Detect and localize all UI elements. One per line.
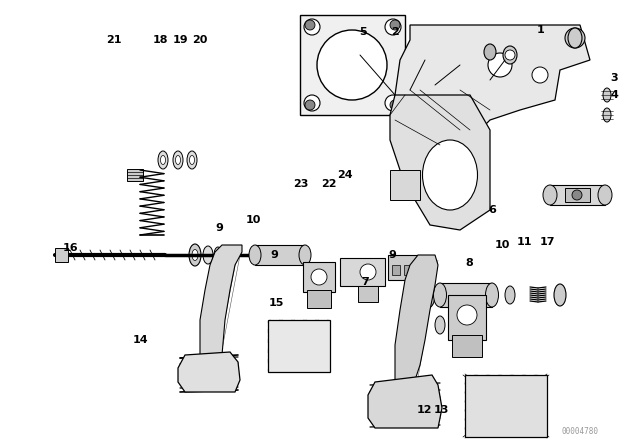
Bar: [303, 262, 335, 292]
Circle shape: [565, 28, 585, 48]
Ellipse shape: [422, 140, 477, 210]
Polygon shape: [390, 95, 490, 230]
Text: 10: 10: [494, 240, 509, 250]
Text: 22: 22: [321, 179, 337, 189]
Bar: [388, 255, 418, 280]
Polygon shape: [127, 169, 143, 181]
Circle shape: [505, 50, 515, 60]
Text: 12: 12: [416, 405, 432, 415]
Text: 2: 2: [391, 27, 399, 37]
Circle shape: [304, 95, 320, 111]
Polygon shape: [200, 245, 242, 365]
Bar: [340, 258, 385, 286]
Circle shape: [360, 264, 376, 280]
Ellipse shape: [192, 250, 198, 260]
Text: 6: 6: [488, 205, 496, 215]
Circle shape: [311, 269, 327, 285]
Polygon shape: [55, 248, 68, 262]
Ellipse shape: [603, 108, 611, 122]
Text: 4: 4: [610, 90, 618, 100]
Polygon shape: [390, 170, 420, 200]
Ellipse shape: [158, 151, 168, 169]
Ellipse shape: [249, 245, 261, 265]
Bar: [255, 245, 305, 265]
Ellipse shape: [484, 44, 496, 60]
Circle shape: [488, 53, 512, 77]
Polygon shape: [178, 352, 240, 392]
Text: 24: 24: [337, 170, 353, 180]
Ellipse shape: [598, 185, 612, 205]
Circle shape: [385, 19, 401, 35]
Text: 13: 13: [433, 405, 449, 415]
Circle shape: [532, 67, 548, 83]
Text: 19: 19: [173, 35, 189, 45]
Text: 15: 15: [268, 298, 284, 308]
Text: 18: 18: [152, 35, 168, 45]
Bar: [358, 286, 378, 302]
Polygon shape: [395, 25, 590, 145]
Bar: [300, 15, 405, 115]
Bar: [465, 375, 547, 437]
Circle shape: [457, 305, 477, 325]
Bar: [440, 283, 492, 307]
Text: 20: 20: [192, 35, 208, 45]
Polygon shape: [368, 375, 442, 428]
Ellipse shape: [203, 246, 213, 264]
Ellipse shape: [503, 46, 517, 64]
Bar: [268, 320, 330, 372]
Circle shape: [304, 19, 320, 35]
Ellipse shape: [603, 88, 611, 102]
Ellipse shape: [161, 155, 166, 164]
Ellipse shape: [543, 185, 557, 205]
Ellipse shape: [486, 283, 499, 307]
Ellipse shape: [299, 245, 311, 265]
Ellipse shape: [421, 282, 435, 308]
Text: 23: 23: [293, 179, 308, 189]
Text: 17: 17: [540, 237, 555, 247]
Text: 21: 21: [106, 35, 122, 45]
Bar: [307, 290, 331, 308]
Text: 9: 9: [270, 250, 278, 260]
Ellipse shape: [175, 155, 180, 164]
Ellipse shape: [424, 289, 431, 302]
Circle shape: [305, 100, 315, 110]
Text: 3: 3: [610, 73, 618, 83]
Text: 10: 10: [245, 215, 260, 225]
Circle shape: [317, 30, 387, 100]
Text: 5: 5: [359, 27, 367, 37]
Text: 1: 1: [537, 25, 545, 35]
Text: 9: 9: [215, 223, 223, 233]
Ellipse shape: [189, 155, 195, 164]
Circle shape: [572, 190, 582, 200]
Polygon shape: [395, 255, 438, 385]
Bar: [404, 265, 412, 275]
Bar: [452, 335, 482, 357]
Text: 11: 11: [516, 237, 532, 247]
Ellipse shape: [187, 151, 197, 169]
Text: 00004780: 00004780: [561, 427, 598, 436]
Ellipse shape: [554, 284, 566, 306]
Ellipse shape: [435, 316, 445, 334]
Ellipse shape: [505, 286, 515, 304]
Circle shape: [385, 95, 401, 111]
Text: 16: 16: [62, 243, 78, 253]
Ellipse shape: [433, 283, 447, 307]
Circle shape: [390, 20, 400, 30]
Circle shape: [390, 100, 400, 110]
Bar: [565, 188, 590, 202]
Text: 9: 9: [388, 250, 396, 260]
Bar: [392, 265, 400, 275]
Ellipse shape: [214, 247, 222, 263]
Text: 8: 8: [465, 258, 473, 268]
Text: 7: 7: [361, 277, 369, 287]
Ellipse shape: [568, 28, 582, 48]
Ellipse shape: [189, 244, 201, 266]
Text: 14: 14: [132, 335, 148, 345]
Circle shape: [305, 20, 315, 30]
Bar: [448, 295, 486, 340]
Bar: [550, 185, 605, 205]
Ellipse shape: [173, 151, 183, 169]
